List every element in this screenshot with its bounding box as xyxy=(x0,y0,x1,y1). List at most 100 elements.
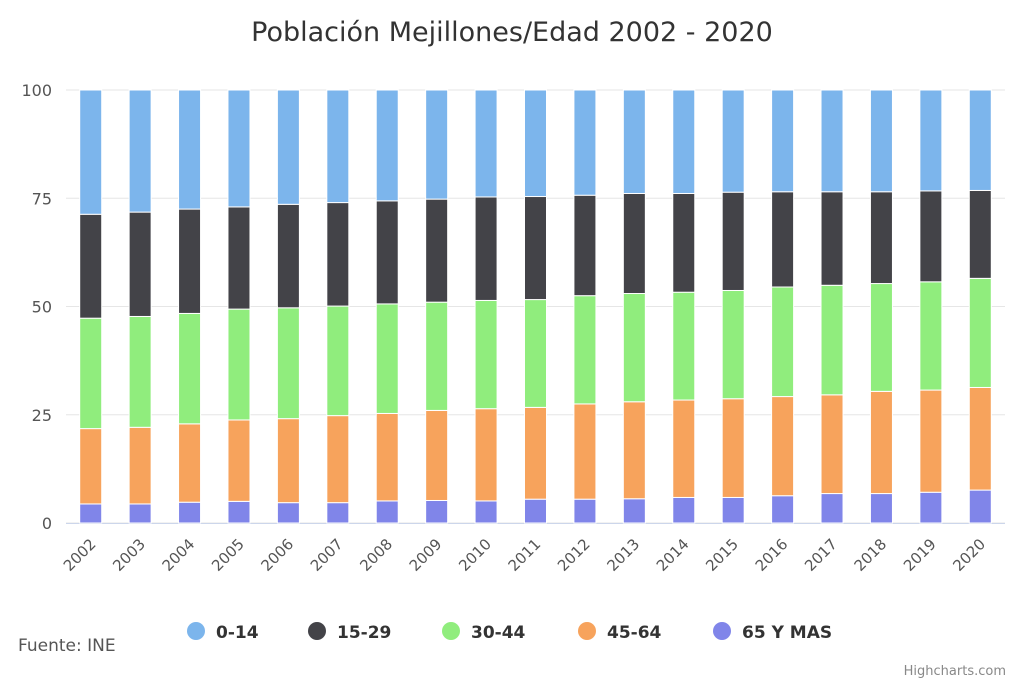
bar-segment-15-29[interactable] xyxy=(227,206,251,310)
bar-segment-0-14[interactable] xyxy=(672,89,696,194)
bar-segment-0-14[interactable] xyxy=(425,89,449,200)
bar-segment-15-29[interactable] xyxy=(524,196,547,301)
bar-segment-65-y-mas[interactable] xyxy=(326,502,350,524)
bar-segment-45-64[interactable] xyxy=(622,401,646,500)
bar-segment-15-29[interactable] xyxy=(968,189,992,279)
bar-segment-65-y-mas[interactable] xyxy=(524,498,547,524)
bar-segment-30-44[interactable] xyxy=(227,308,251,421)
bar-segment-65-y-mas[interactable] xyxy=(128,503,152,524)
bar-segment-30-44[interactable] xyxy=(869,283,893,392)
bar-segment-45-64[interactable] xyxy=(968,386,992,491)
bar-segment-15-29[interactable] xyxy=(672,192,696,293)
bar-segment-45-64[interactable] xyxy=(326,415,350,504)
bar-segment-65-y-mas[interactable] xyxy=(227,500,251,524)
legend-item-30-44[interactable]: 30-44 xyxy=(442,622,526,643)
bar-segment-65-y-mas[interactable] xyxy=(869,493,893,524)
bar-segment-45-64[interactable] xyxy=(820,394,844,495)
bar-segment-15-29[interactable] xyxy=(474,196,498,301)
bar-segment-15-29[interactable] xyxy=(178,208,202,314)
bar-segment-65-y-mas[interactable] xyxy=(721,496,745,524)
bar-segment-65-y-mas[interactable] xyxy=(820,493,844,524)
bar-segment-30-44[interactable] xyxy=(622,293,646,403)
bar-segment-15-29[interactable] xyxy=(820,191,844,286)
bar-segment-45-64[interactable] xyxy=(276,418,300,504)
bar-segment-45-64[interactable] xyxy=(79,428,103,505)
bar-segment-15-29[interactable] xyxy=(425,198,449,303)
bar-segment-65-y-mas[interactable] xyxy=(474,500,498,524)
bar-segment-30-44[interactable] xyxy=(79,317,103,430)
bar-segment-30-44[interactable] xyxy=(919,281,943,391)
bar-segment-30-44[interactable] xyxy=(178,312,202,425)
bar-segment-0-14[interactable] xyxy=(276,89,300,205)
bar-segment-30-44[interactable] xyxy=(968,277,992,388)
bar-segment-45-64[interactable] xyxy=(672,399,696,498)
bar-segment-45-64[interactable] xyxy=(128,426,152,505)
bar-segment-45-64[interactable] xyxy=(375,412,399,502)
bar-segment-0-14[interactable] xyxy=(771,89,795,193)
bar-segment-0-14[interactable] xyxy=(820,89,844,193)
bar-segment-0-14[interactable] xyxy=(79,89,103,215)
bar-segment-0-14[interactable] xyxy=(919,89,943,192)
bar-segment-65-y-mas[interactable] xyxy=(919,491,943,524)
bar-segment-30-44[interactable] xyxy=(721,289,745,400)
bar-segment-0-14[interactable] xyxy=(227,89,251,208)
bar-segment-65-y-mas[interactable] xyxy=(276,502,300,524)
bar-segment-45-64[interactable] xyxy=(227,419,251,502)
bar-segment-0-14[interactable] xyxy=(375,89,399,202)
legend-item-15-29[interactable]: 15-29 xyxy=(308,622,391,643)
legend-item-65-y-mas[interactable]: 65 Y MAS xyxy=(713,622,832,643)
bar-segment-30-44[interactable] xyxy=(375,303,399,414)
bar-segment-15-29[interactable] xyxy=(276,203,300,309)
bar-segment-0-14[interactable] xyxy=(524,89,547,198)
bar-segment-65-y-mas[interactable] xyxy=(968,489,992,524)
bar-segment-0-14[interactable] xyxy=(622,89,646,194)
bar-segment-30-44[interactable] xyxy=(771,286,795,398)
bar-segment-45-64[interactable] xyxy=(524,406,547,500)
bar-segment-0-14[interactable] xyxy=(178,89,202,210)
bar-segment-15-29[interactable] xyxy=(771,191,795,288)
bar-segment-15-29[interactable] xyxy=(919,190,943,283)
bar-segment-65-y-mas[interactable] xyxy=(178,501,202,524)
bar-segment-45-64[interactable] xyxy=(919,389,943,493)
bar-segment-15-29[interactable] xyxy=(375,200,399,305)
bar-segment-0-14[interactable] xyxy=(968,89,992,191)
bar-segment-30-44[interactable] xyxy=(573,295,597,405)
bar-segment-30-44[interactable] xyxy=(672,291,696,401)
bar-segment-45-64[interactable] xyxy=(474,408,498,502)
bar-segment-0-14[interactable] xyxy=(869,89,893,193)
bar-segment-65-y-mas[interactable] xyxy=(622,498,646,524)
bar-segment-15-29[interactable] xyxy=(869,191,893,285)
bar-segment-45-64[interactable] xyxy=(425,409,449,501)
bar-segment-30-44[interactable] xyxy=(326,305,350,417)
bar-segment-65-y-mas[interactable] xyxy=(79,503,103,524)
bar-segment-65-y-mas[interactable] xyxy=(375,500,399,524)
bar-segment-0-14[interactable] xyxy=(128,89,152,213)
bar-segment-15-29[interactable] xyxy=(573,194,597,297)
bar-segment-30-44[interactable] xyxy=(524,299,547,408)
bar-segment-30-44[interactable] xyxy=(820,284,844,396)
bar-segment-30-44[interactable] xyxy=(276,307,300,420)
bar-segment-0-14[interactable] xyxy=(573,89,597,196)
legend-item-0-14[interactable]: 0-14 xyxy=(187,622,259,643)
bar-segment-45-64[interactable] xyxy=(721,398,745,498)
legend-item-45-64[interactable]: 45-64 xyxy=(578,622,662,643)
bar-segment-15-29[interactable] xyxy=(622,192,646,295)
credits-link[interactable]: Highcharts.com xyxy=(904,664,1006,679)
bar-segment-15-29[interactable] xyxy=(326,202,350,307)
bar-segment-15-29[interactable] xyxy=(79,213,103,319)
bar-segment-65-y-mas[interactable] xyxy=(425,499,449,524)
bar-segment-45-64[interactable] xyxy=(573,403,597,500)
bar-segment-30-44[interactable] xyxy=(474,299,498,410)
bar-segment-30-44[interactable] xyxy=(128,315,152,428)
bar-segment-45-64[interactable] xyxy=(869,390,893,495)
bar-segment-65-y-mas[interactable] xyxy=(573,498,597,524)
bar-segment-30-44[interactable] xyxy=(425,301,449,411)
bar-segment-65-y-mas[interactable] xyxy=(771,495,795,524)
bar-segment-0-14[interactable] xyxy=(326,89,350,204)
bar-segment-45-64[interactable] xyxy=(771,396,795,497)
bar-segment-15-29[interactable] xyxy=(128,211,152,317)
bar-segment-65-y-mas[interactable] xyxy=(672,496,696,524)
bar-segment-0-14[interactable] xyxy=(474,89,498,198)
bar-segment-0-14[interactable] xyxy=(721,89,745,193)
bar-segment-45-64[interactable] xyxy=(178,423,202,503)
